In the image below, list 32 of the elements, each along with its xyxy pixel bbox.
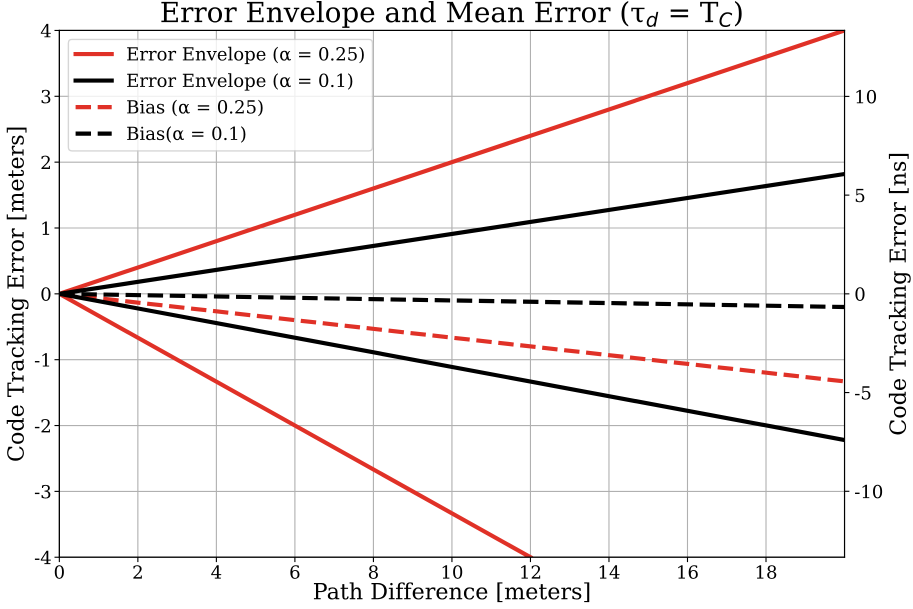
x-tick-label: 6 xyxy=(290,565,300,579)
y2-tick-label: 5 xyxy=(856,188,864,202)
x-tick-label: 4 xyxy=(211,565,222,579)
y-tick-label: -3 xyxy=(34,484,50,499)
x-tick-label: 10 xyxy=(442,565,462,579)
y-tick-label: 1 xyxy=(42,221,50,235)
x-tick-label: 2 xyxy=(133,565,142,579)
legend-label: Error Envelope (α = 0.25) xyxy=(127,46,364,64)
legend-label: Bias(α = 0.1) xyxy=(127,126,246,143)
y-tick-label: 4 xyxy=(40,24,51,38)
y2-tick-label: -5 xyxy=(855,386,870,400)
x-tick-label: 12 xyxy=(521,565,540,579)
y-tick-label: 3 xyxy=(42,90,50,104)
x-tick-label: 18 xyxy=(756,565,776,579)
x-tick-label: 0 xyxy=(54,565,64,579)
y2-axis-title: Code Tracking Error [ns] xyxy=(888,154,911,434)
legend-label: Error Envelope (α = 0.1) xyxy=(127,73,352,91)
y-tick-label: 0 xyxy=(41,287,51,301)
legend-label: Bias (α = 0.25) xyxy=(127,100,263,116)
y2-tick-label: -10 xyxy=(855,484,882,498)
chart-title: Error Envelope and Mean Error (τ$_{d}$ = T$_{C}$) xyxy=(161,1,742,28)
y2-tick-label: 10 xyxy=(856,90,876,104)
y-axis-title: Code Tracking Error [meters] xyxy=(6,128,29,461)
x-tick-label: 16 xyxy=(678,565,698,579)
y2-tick-label: 0 xyxy=(855,287,865,301)
x-axis-title: Path Difference [meters] xyxy=(314,582,590,602)
y-tick-label: -4 xyxy=(34,550,51,564)
x-tick-label: 8 xyxy=(368,565,378,579)
y-tick-label: 2 xyxy=(41,156,50,170)
y-tick-label: -1 xyxy=(34,353,50,367)
y-tick-label: -2 xyxy=(34,419,50,432)
x-tick-label: 14 xyxy=(600,565,620,579)
